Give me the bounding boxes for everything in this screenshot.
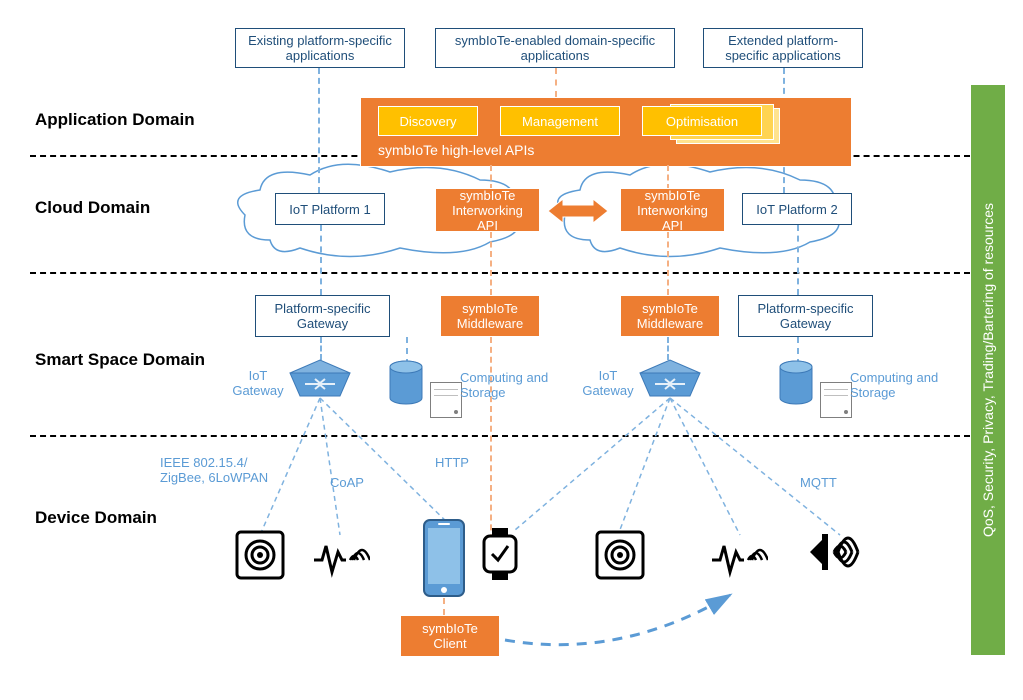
pill-discovery: Discovery — [378, 106, 478, 136]
box-existing-apps: Existing platform-specific applications — [235, 28, 405, 68]
sidebar-label: QoS, Security, Privacy, Trading/Barterin… — [980, 203, 996, 537]
phone-icon — [420, 518, 468, 598]
box-mw-left: symbIoTe Middleware — [440, 295, 540, 337]
arrow-client-roam — [500, 590, 750, 660]
box-interworking-right: symbIoTe Interworking API — [620, 188, 725, 232]
sensor-icon-2 — [595, 530, 645, 580]
conn-interR-down — [667, 232, 669, 295]
divider-3 — [30, 435, 970, 437]
sensor-icon-1 — [235, 530, 285, 580]
label-computing-right: Computing and Storage — [850, 370, 960, 400]
box-platform1: IoT Platform 1 — [275, 193, 385, 225]
box-mw-right: symbIoTe Middleware — [620, 295, 720, 337]
server-icon-right — [820, 382, 852, 418]
conn-interL-down — [490, 232, 492, 295]
label-http: HTTP — [435, 455, 469, 470]
db-icon-right — [778, 360, 814, 406]
sidebar-green-bar: QoS, Security, Privacy, Trading/Barterin… — [971, 85, 1005, 655]
divider-2 — [30, 272, 970, 274]
label-coap: CoAP — [330, 475, 364, 490]
api-panel-label: symbIoTe high-level APIs — [378, 142, 534, 158]
box-extended-apps: Extended platform-specific applications — [703, 28, 863, 68]
domain-label-cloud: Cloud Domain — [35, 198, 150, 218]
conn-domain — [555, 68, 557, 97]
label-iot-gw-left: IoT Gateway — [232, 368, 284, 398]
label-mqtt: MQTT — [800, 475, 837, 490]
domain-label-smart-space: Smart Space Domain — [35, 350, 205, 370]
arrow-interworking — [548, 196, 608, 226]
broadcast-icon — [810, 528, 870, 576]
label-computing-left: Computing and Storage — [460, 370, 570, 400]
conn-mwR-gw — [667, 337, 669, 360]
box-interworking-left: symbIoTe Interworking API — [435, 188, 540, 232]
label-zigbee: IEEE 802.15.4/ ZigBee, 6LoWPAN — [160, 455, 300, 485]
watch-icon — [478, 528, 522, 580]
conn-api-left — [490, 165, 492, 190]
pulse-icon-1 — [312, 538, 370, 578]
conn-plat1-down — [320, 225, 322, 295]
gateway-icon-right — [635, 358, 705, 398]
pill-optimisation: Optimisation — [642, 106, 762, 136]
box-psg-left: Platform-specific Gateway — [255, 295, 390, 337]
label-iot-gw-right: IoT Gateway — [582, 368, 634, 398]
server-icon-left — [430, 382, 462, 418]
conn-api-right — [667, 165, 669, 190]
conn-psgL-gw — [320, 337, 322, 360]
box-domain-apps: symbIoTe-enabled domain-specific applica… — [435, 28, 675, 68]
conn-existing — [318, 68, 320, 193]
diagram-root: QoS, Security, Privacy, Trading/Barterin… — [0, 0, 1023, 700]
gateway-icon-left — [285, 358, 355, 398]
domain-label-application: Application Domain — [35, 110, 195, 130]
box-platform2: IoT Platform 2 — [742, 193, 852, 225]
conn-client-phone — [443, 598, 445, 615]
domain-label-device: Device Domain — [35, 508, 157, 528]
box-client: symbIoTe Client — [400, 615, 500, 657]
db-icon-left — [388, 360, 424, 406]
conn-plat2-down — [797, 225, 799, 295]
pill-management: Management — [500, 106, 620, 136]
pulse-icon-2 — [710, 538, 768, 578]
box-psg-right: Platform-specific Gateway — [738, 295, 873, 337]
